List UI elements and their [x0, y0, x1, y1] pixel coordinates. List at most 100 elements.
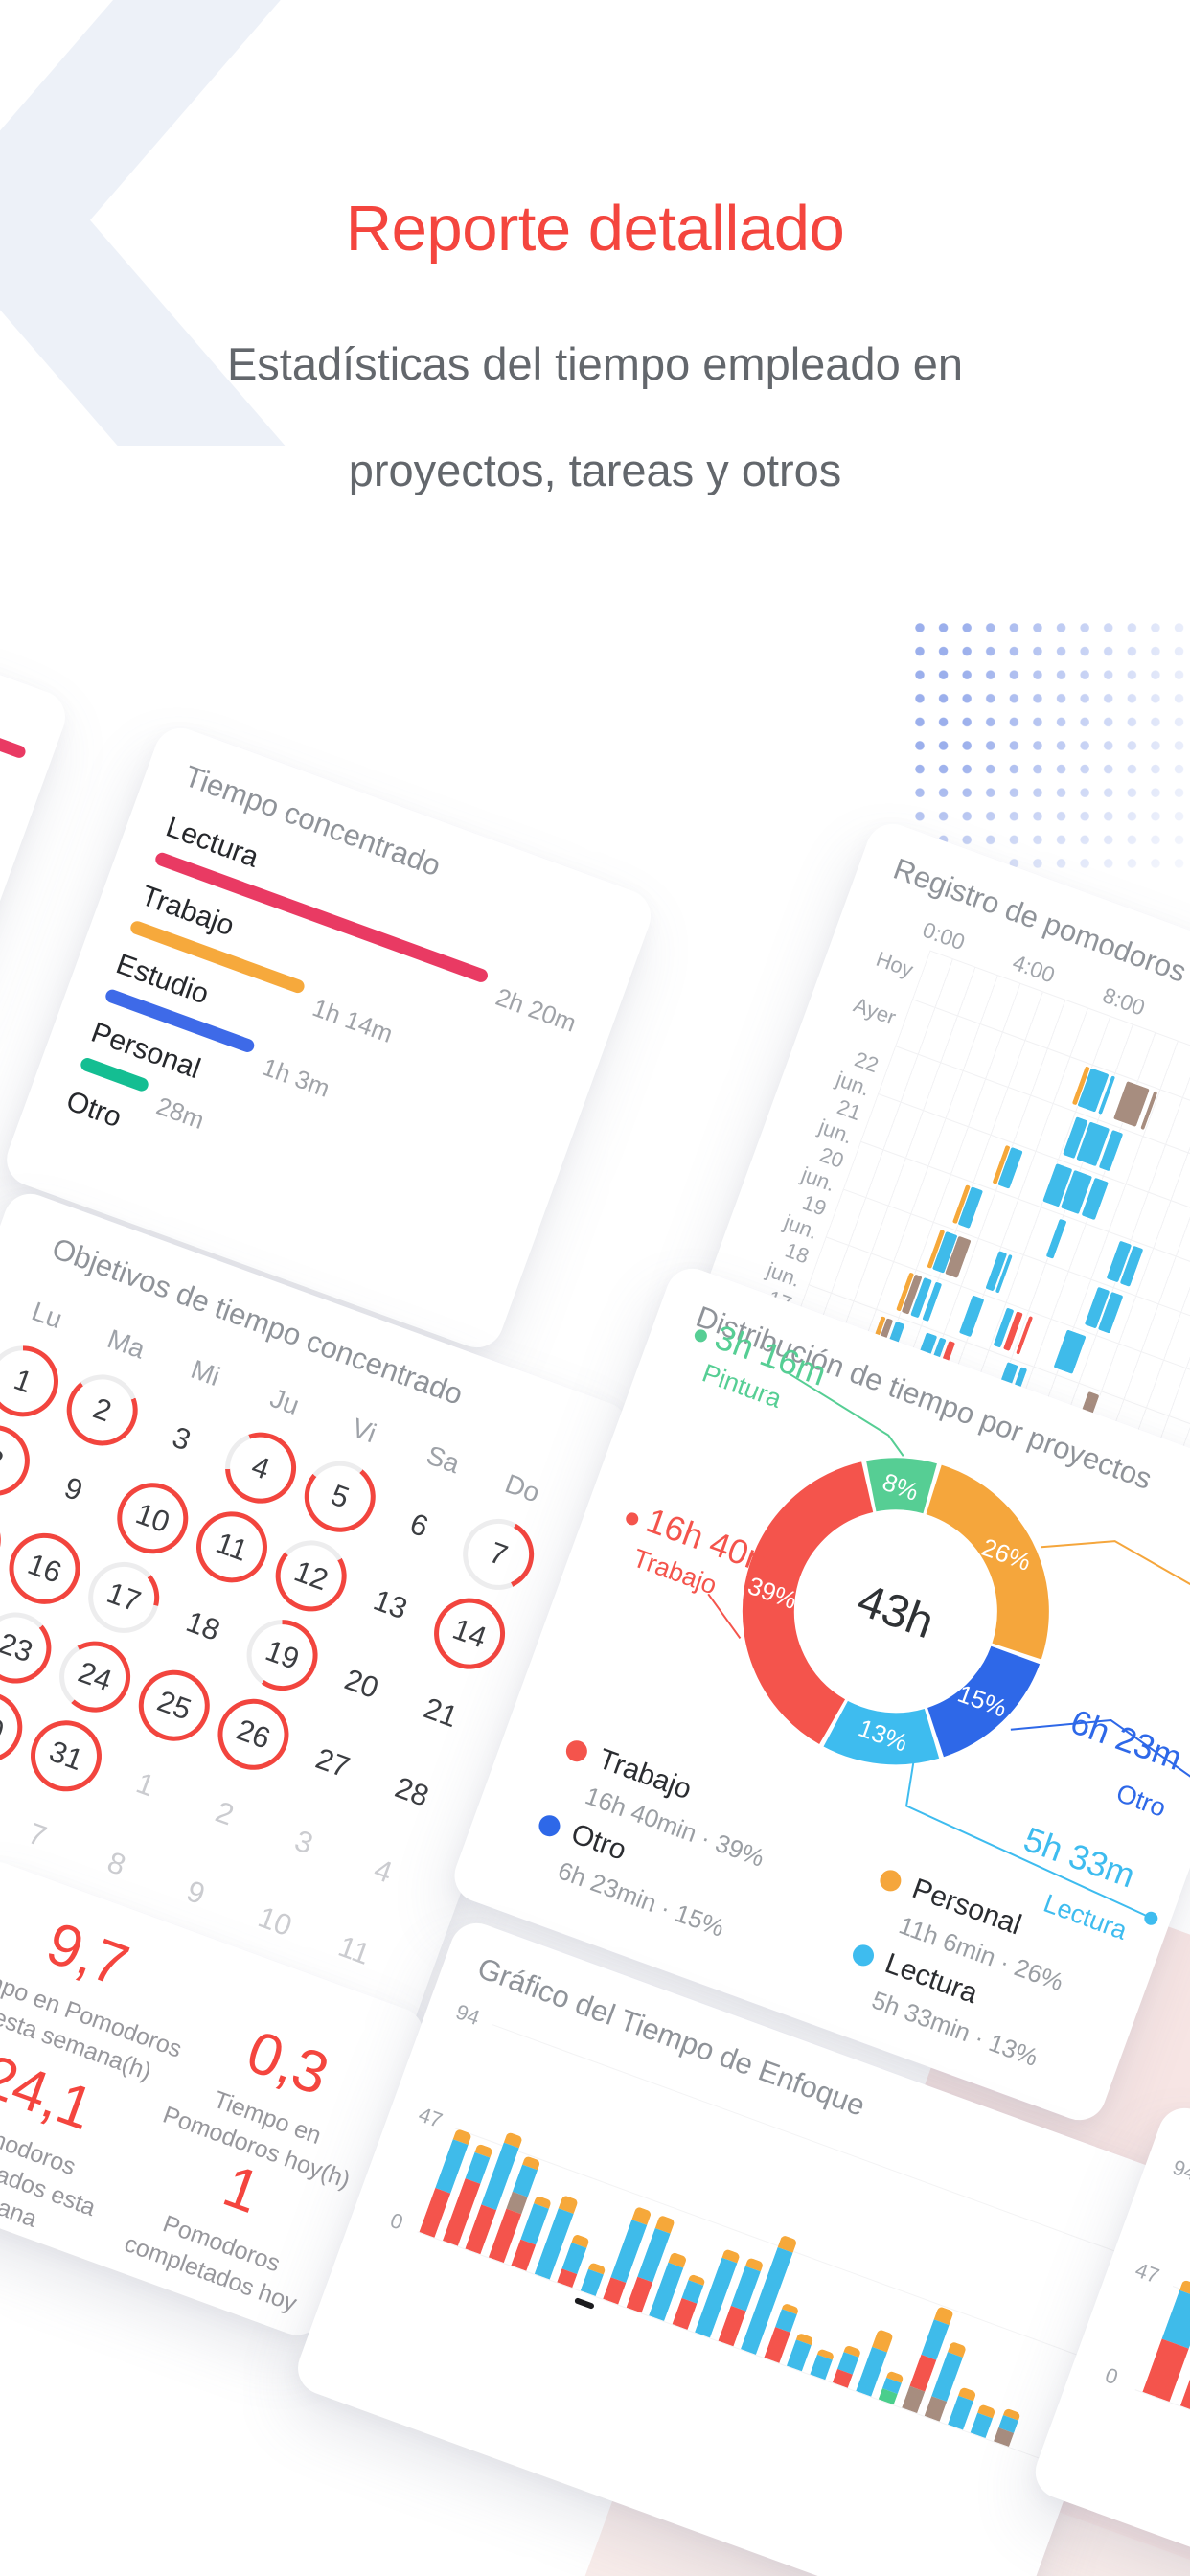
stacked-bar — [786, 2333, 814, 2372]
calendar-day-number: 24 — [74, 1654, 117, 1698]
calendar-day-ring: 31 — [20, 1710, 112, 1802]
calendar-day-number: 19 — [261, 1633, 304, 1676]
stacked-bar — [947, 2386, 976, 2430]
bar-segment — [909, 2354, 936, 2391]
pomodoro-block — [1051, 1328, 1088, 1376]
calendar-day-inner: 31 — [26, 1716, 106, 1796]
calendar-day-inner: 26 — [214, 1694, 293, 1774]
calendar-day-inner: 11 — [192, 1507, 271, 1587]
page-subtitle-line2: proyectos, tareas y otros — [348, 445, 842, 495]
pomodoro-block — [956, 1294, 986, 1339]
calendar-day-inner: 7 — [459, 1514, 538, 1594]
calendar-day-inner: 25 — [134, 1666, 214, 1745]
calendar-day-inner: 12 — [271, 1536, 351, 1616]
calendar-day-ring: 5 — [294, 1451, 386, 1543]
calendar-day-inner: 1 — [0, 1342, 63, 1421]
calendar-day-number: 3 — [290, 1823, 318, 1861]
bar-segment — [786, 2338, 812, 2372]
focus-ytick-0: 0 — [387, 2207, 407, 2235]
today-marker — [573, 2296, 595, 2310]
calendar-day-ring: 14 — [423, 1588, 515, 1680]
stacked-bar — [832, 2344, 862, 2388]
calendar-day-number: 3 — [168, 1419, 195, 1458]
donut-segment-pintura — [866, 1458, 937, 1514]
donut-segment-otro — [927, 1644, 1041, 1758]
stacked-bar — [580, 2262, 606, 2296]
bar-segment — [603, 2276, 627, 2305]
bar-segment — [901, 2385, 926, 2413]
calendar-day-inner: 4 — [221, 1428, 301, 1507]
calendar-day-number: 10 — [131, 1496, 174, 1540]
calendar-day-number: 9 — [59, 1470, 87, 1508]
dot-grid-decoration — [915, 623, 1190, 870]
calendar-day-number: 18 — [181, 1604, 225, 1647]
focus-ytick-94: 94 — [452, 1999, 484, 2031]
calendar-day-ring: 2 — [57, 1365, 149, 1456]
calendar-day-number: 5 — [326, 1477, 355, 1515]
pomodoro-block — [1042, 1217, 1070, 1260]
donut-segment-personal — [925, 1464, 1049, 1660]
calendar-day-number: 11 — [333, 1928, 375, 1971]
mini-ytick-0: 0 — [1102, 2362, 1122, 2390]
pomodoro-row-label: Hoy — [873, 946, 917, 982]
calendar-day-number: 17 — [103, 1576, 146, 1619]
calendar-day-number: 28 — [390, 1770, 434, 1813]
calendar-day-number: 27 — [311, 1741, 355, 1784]
donut-segment-trabajo — [742, 1461, 874, 1745]
calendar-day-inner: 24 — [56, 1637, 135, 1716]
calendar-day-inner: 16 — [5, 1529, 84, 1608]
calendar-day-number: 11 — [212, 1525, 253, 1568]
mini-ytick-94: 94 — [1169, 2154, 1190, 2186]
bar-segment — [1142, 2338, 1189, 2403]
calendar-day-inner: 10 — [113, 1479, 193, 1558]
calendar-day-ring: 7 — [452, 1508, 544, 1600]
edge-bar — [0, 724, 28, 760]
calendar-day-ring: 25 — [128, 1660, 220, 1752]
bar-segment — [763, 2326, 790, 2363]
bar-segment — [511, 2239, 537, 2271]
calendar-day-ring: 10 — [106, 1472, 198, 1564]
stacked-bar — [878, 2370, 904, 2405]
calendar-day-number: 26 — [232, 1712, 275, 1756]
calendar-day-number: 14 — [448, 1611, 492, 1655]
calendar-day-number: 4 — [369, 1852, 398, 1890]
callout-lines — [707, 1372, 1190, 1925]
calendar-day-ring: 11 — [186, 1501, 278, 1593]
calendar-day-number: 21 — [419, 1690, 463, 1735]
bar-segment — [947, 2395, 973, 2430]
page-subtitle-line1: Estadísticas del tiempo empleado en — [226, 338, 964, 389]
calendar-day-ring: 4 — [215, 1422, 307, 1514]
calendar-day-number: 30 — [0, 1705, 9, 1749]
pomodoro-row-label: Ayer — [850, 992, 900, 1030]
calendar-day-inner: 23 — [0, 1608, 56, 1688]
bar-segment — [672, 2297, 698, 2330]
calendar-day-number: 12 — [289, 1553, 333, 1598]
calendar-day-number: 2 — [88, 1391, 116, 1429]
calendar-day-number: 1 — [131, 1765, 159, 1804]
calendar-day-number: 23 — [0, 1625, 37, 1669]
calendar-day-ring: 26 — [208, 1689, 299, 1781]
calendar-day-inner: 17 — [84, 1557, 164, 1637]
calendar-day-number: 4 — [247, 1448, 275, 1486]
calendar-day-inner: 19 — [242, 1616, 322, 1695]
calendar-day-number: 10 — [253, 1899, 297, 1944]
mini-ytick-47: 47 — [1132, 2257, 1163, 2288]
bar-segment — [580, 2268, 604, 2296]
stacked-bar — [1142, 2279, 1190, 2403]
page-title: Reporte detallado — [345, 193, 845, 264]
calendar-day-number: 7 — [23, 1816, 52, 1853]
stacked-bar — [993, 2407, 1021, 2447]
calendar-day-number: 25 — [152, 1683, 196, 1727]
stacked-bar — [809, 2347, 835, 2380]
calendar-day-ring: 16 — [0, 1523, 90, 1615]
calendar-day-number: 31 — [44, 1734, 88, 1778]
calendar-day-ring: 17 — [78, 1552, 170, 1644]
calendar-day-ring: 24 — [49, 1631, 141, 1723]
calendar-day-inner: 14 — [430, 1594, 510, 1673]
bar-segment — [520, 2203, 549, 2245]
calendar-day-number: 20 — [340, 1662, 383, 1706]
calendar-day-number: 2 — [211, 1794, 239, 1832]
focus-ytick-47: 47 — [415, 2102, 446, 2133]
calendar-day-inner: 5 — [300, 1457, 379, 1536]
